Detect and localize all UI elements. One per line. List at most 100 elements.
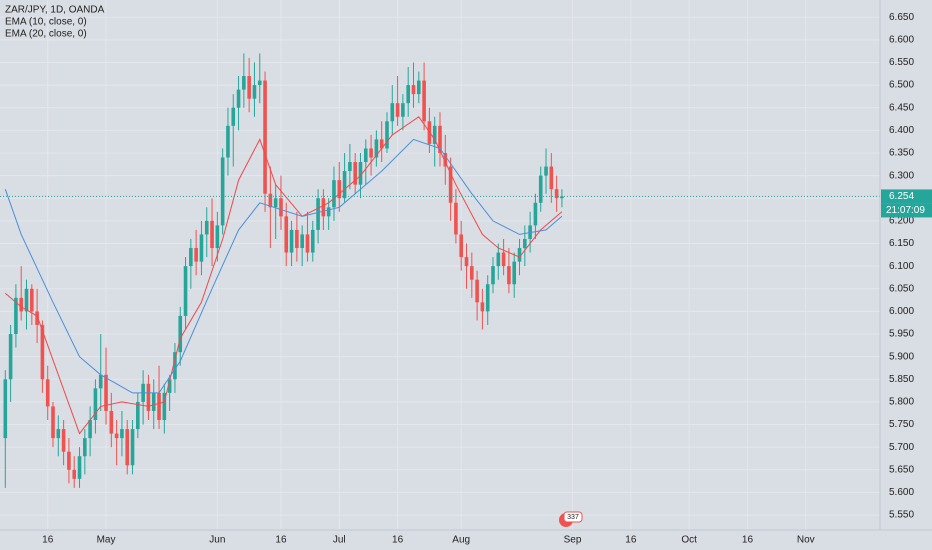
candle-body bbox=[305, 234, 310, 253]
candle-body bbox=[130, 429, 135, 466]
candle-body bbox=[279, 198, 283, 217]
y-tick-label: 5.800 bbox=[889, 397, 914, 408]
candle-body bbox=[183, 266, 188, 316]
candle-body bbox=[173, 352, 177, 380]
y-tick-label: 5.900 bbox=[889, 351, 914, 362]
y-tick-label: 5.850 bbox=[889, 374, 914, 385]
y-tick-label: 6.150 bbox=[889, 238, 914, 249]
candle-body bbox=[464, 257, 469, 267]
plot bbox=[0, 53, 880, 488]
candle-body bbox=[19, 297, 24, 312]
candle-body bbox=[136, 401, 140, 430]
y-tick-label: 5.650 bbox=[889, 464, 914, 475]
candle-body bbox=[517, 248, 522, 262]
y-tick-label: 6.550 bbox=[889, 57, 914, 68]
x-tick-label: 16 bbox=[742, 535, 754, 546]
candle-body bbox=[56, 429, 61, 439]
candle-body bbox=[406, 85, 410, 104]
candle-body bbox=[189, 248, 193, 267]
candle-body bbox=[247, 76, 251, 99]
candle-body bbox=[3, 379, 8, 439]
candle-body bbox=[8, 334, 13, 380]
candle-body bbox=[348, 162, 352, 172]
y-tick-label: 6.350 bbox=[889, 148, 914, 159]
last-price-box bbox=[881, 189, 932, 204]
x-tick-label: Sep bbox=[564, 535, 582, 546]
candle-body bbox=[167, 379, 172, 393]
candle-body bbox=[125, 429, 130, 466]
y-tick-label: 6.200 bbox=[889, 216, 914, 227]
y-tick-label: 5.550 bbox=[889, 510, 914, 521]
candle-body bbox=[263, 80, 267, 194]
candle-body bbox=[507, 266, 511, 285]
candle-body bbox=[162, 392, 167, 421]
candle-body bbox=[411, 85, 416, 95]
candle-body bbox=[363, 148, 368, 163]
x-tick-label: 16 bbox=[625, 535, 637, 546]
candle-body bbox=[422, 80, 426, 122]
candle-body bbox=[549, 166, 554, 190]
candle-body bbox=[459, 234, 464, 258]
axes: 5.550 5.600 5.650 5.700 5.750 5.800 5.850 5.900… bbox=[42, 12, 932, 546]
y-tick-label: 6.600 bbox=[889, 34, 914, 45]
candle-body bbox=[353, 162, 357, 185]
candle-body bbox=[432, 125, 437, 144]
x-tick-label: 16 bbox=[392, 535, 404, 546]
y-tick-label: 5.700 bbox=[889, 442, 914, 453]
candle-body bbox=[88, 420, 92, 439]
candle-body bbox=[538, 175, 543, 203]
candle-body bbox=[268, 193, 273, 208]
candle-body bbox=[284, 216, 289, 253]
candle-body bbox=[93, 388, 98, 421]
candle-body bbox=[226, 125, 230, 158]
candle-body bbox=[30, 288, 34, 312]
y-tick-label: 6.500 bbox=[889, 80, 914, 91]
candle-body bbox=[358, 162, 363, 185]
candle-body bbox=[554, 189, 559, 199]
candle-body bbox=[194, 248, 198, 262]
candle-body bbox=[77, 456, 82, 479]
candle-body bbox=[533, 202, 538, 226]
candle-body bbox=[454, 202, 458, 235]
candle-body bbox=[316, 198, 320, 230]
candle-body bbox=[321, 198, 326, 217]
candle-body bbox=[83, 438, 87, 457]
y-tick-label: 6.400 bbox=[889, 125, 914, 136]
candle-body bbox=[289, 229, 294, 253]
candle-body bbox=[252, 85, 257, 99]
candle-body bbox=[220, 157, 225, 226]
candle-body bbox=[151, 392, 156, 411]
candle-body bbox=[326, 207, 331, 217]
events-badge: 337 bbox=[567, 514, 579, 521]
y-tick-label: 6.300 bbox=[889, 170, 914, 181]
legend-entry: EMA (10, close, 0) bbox=[5, 17, 87, 28]
candle-body bbox=[342, 171, 347, 199]
candle-body bbox=[491, 266, 495, 285]
candle-body bbox=[544, 166, 548, 176]
candle-body bbox=[24, 288, 29, 312]
candle-body bbox=[204, 220, 209, 235]
candle-body bbox=[560, 196, 564, 199]
candle-body bbox=[295, 229, 299, 249]
y-tick-label: 5.950 bbox=[889, 329, 914, 340]
candle-body bbox=[496, 252, 501, 267]
candle-body bbox=[40, 324, 45, 380]
y-tick-label: 6.100 bbox=[889, 261, 914, 272]
candle-body bbox=[72, 469, 77, 479]
candle-body bbox=[199, 234, 204, 262]
candle-body bbox=[337, 180, 342, 199]
candle-body bbox=[475, 279, 479, 303]
y-tick-label: 6.000 bbox=[889, 306, 914, 317]
candle-body bbox=[300, 234, 304, 249]
candle-body bbox=[67, 451, 71, 470]
candle-body bbox=[438, 125, 442, 153]
candle-body bbox=[374, 139, 379, 158]
candle-body bbox=[215, 225, 220, 249]
candle-body bbox=[523, 238, 527, 249]
x-tick-label: Jun bbox=[209, 535, 225, 546]
candle-body bbox=[395, 103, 400, 117]
candle-body bbox=[114, 433, 119, 439]
